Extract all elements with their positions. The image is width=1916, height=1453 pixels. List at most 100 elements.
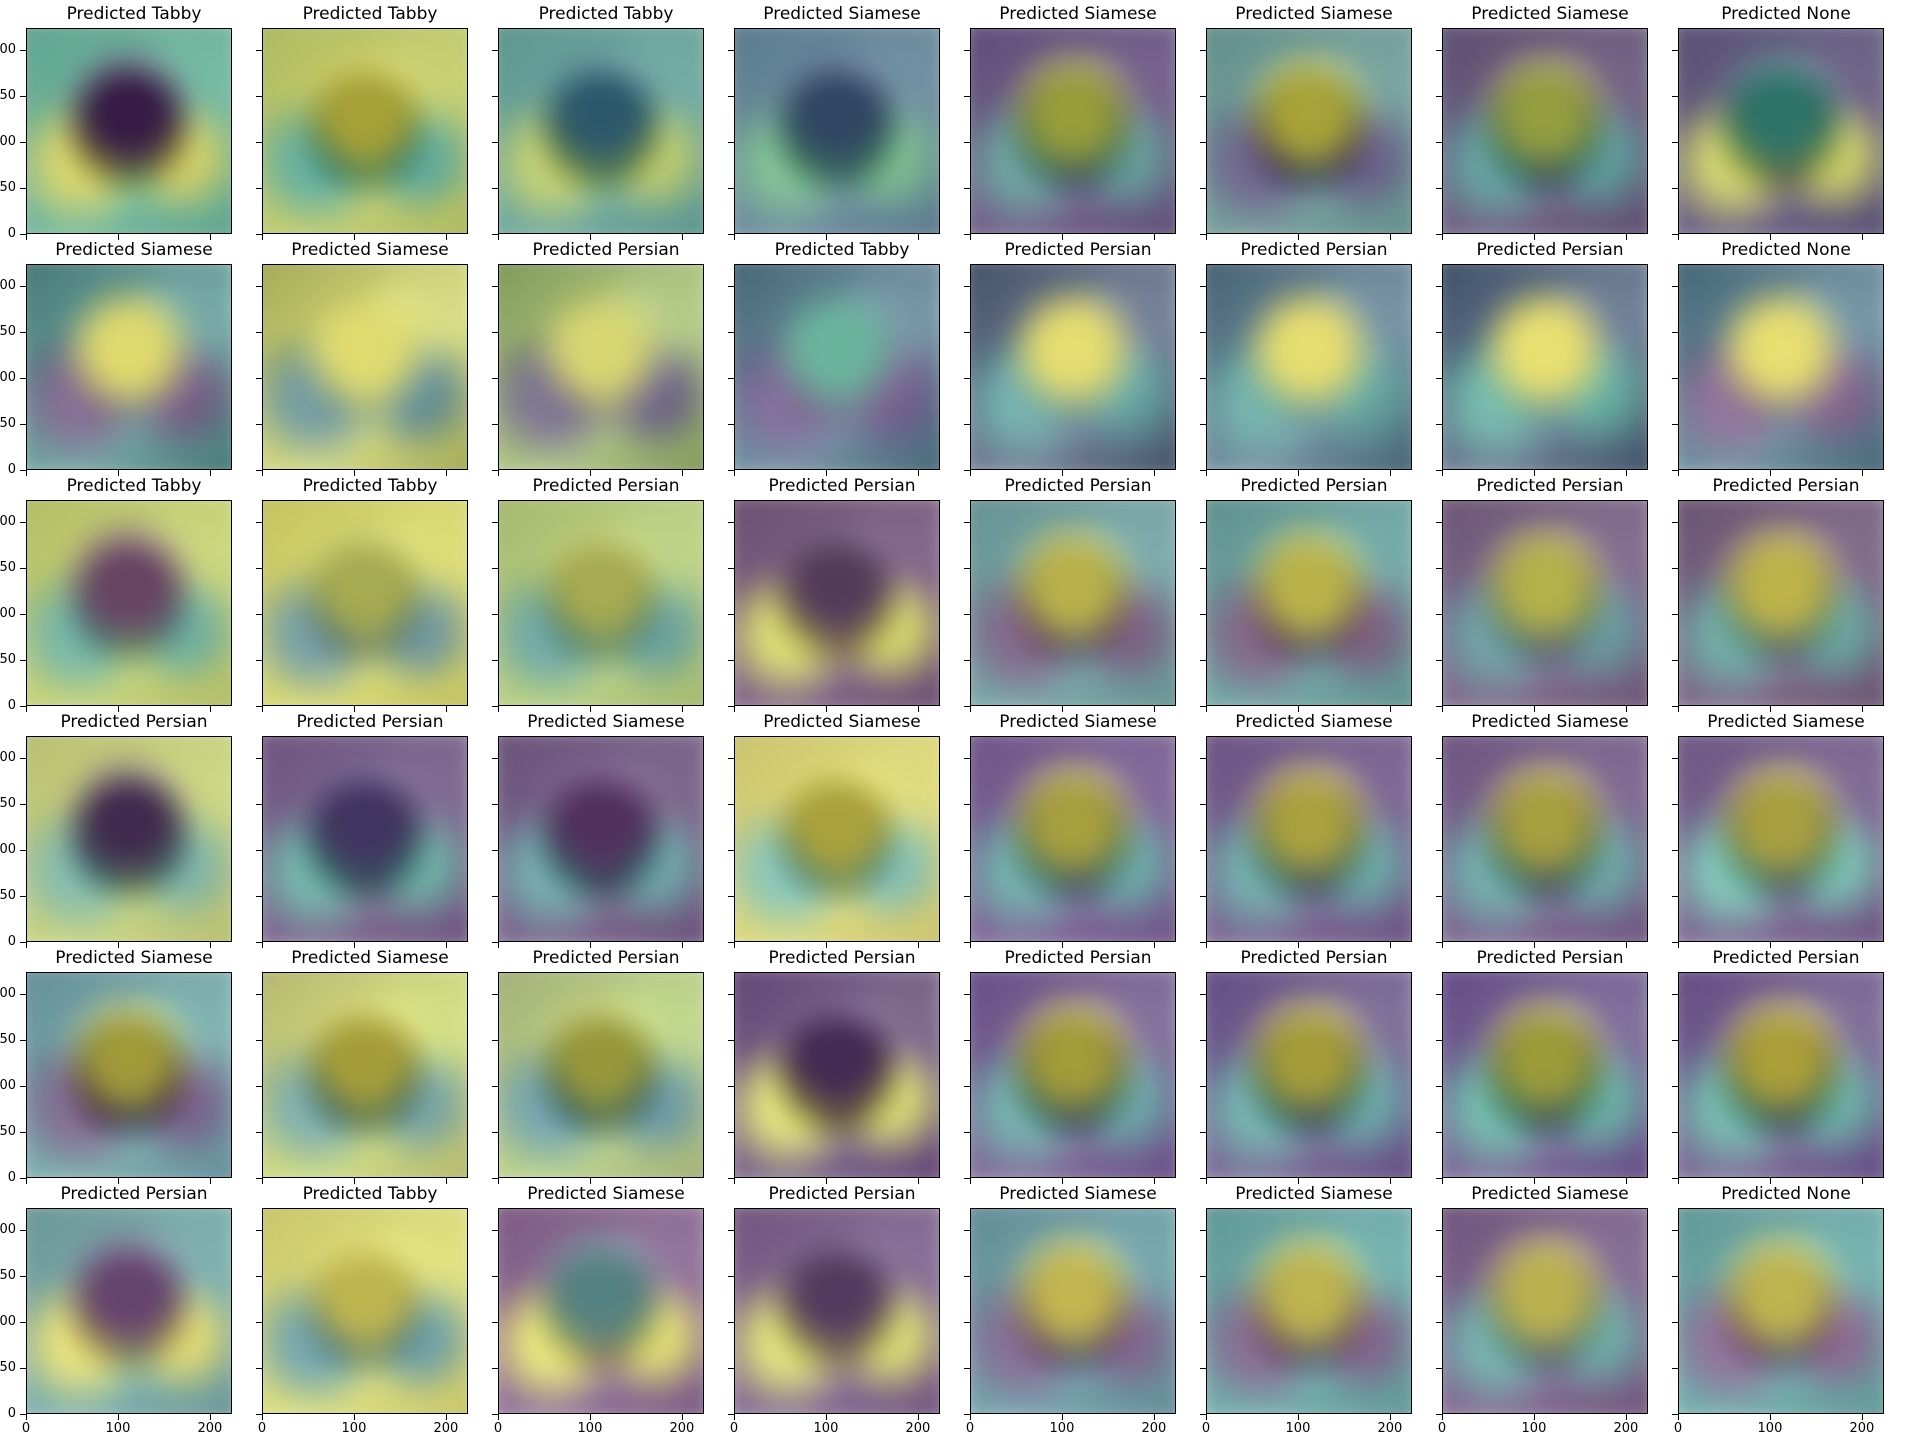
saliency-overlay: [1207, 1209, 1411, 1413]
y-tick: [1200, 142, 1206, 144]
y-tick: [492, 896, 498, 898]
saliency-overlay: [1679, 973, 1883, 1177]
heatmap-image: [1678, 1208, 1884, 1414]
x-tick: [917, 470, 919, 476]
x-tick: [1297, 234, 1299, 240]
y-tick: [1672, 568, 1678, 570]
x-tick: [1061, 470, 1063, 476]
x-tick: [353, 1414, 355, 1420]
panel-title: Predicted Persian: [1476, 240, 1624, 260]
x-tick: [209, 234, 211, 240]
y-tick: [20, 1368, 26, 1370]
saliency-overlay: [499, 29, 703, 233]
y-tick: [1436, 1322, 1442, 1324]
y-tick: [256, 142, 262, 144]
y-tick: [1436, 804, 1442, 806]
y-tick: [492, 424, 498, 426]
y-tick: [1200, 234, 1206, 235]
x-tick: [1442, 1414, 1443, 1420]
x-tick: [681, 942, 683, 948]
heatmap-image: [1206, 264, 1412, 470]
y-tick: [492, 1322, 498, 1324]
saliency-overlay: [1679, 1209, 1883, 1413]
y-tick: [492, 614, 498, 616]
panel-title: Predicted Siamese: [999, 4, 1157, 24]
panel-title: Predicted Persian: [532, 948, 680, 968]
x-tick: [917, 1178, 919, 1184]
heatmap-image: [262, 264, 468, 470]
x-tick: [589, 1178, 591, 1184]
x-tick-label: 100: [577, 1421, 603, 1436]
y-tick: [1200, 850, 1206, 852]
x-tick: [498, 1414, 499, 1420]
y-tick: [1436, 378, 1442, 380]
heatmap-image: [1442, 264, 1648, 470]
x-tick: [734, 1178, 735, 1184]
x-tick: [970, 1414, 971, 1420]
y-tick: [256, 1368, 262, 1370]
y-tick: [1200, 286, 1206, 288]
panel-r2-c6: Predicted Persian: [1196, 240, 1432, 476]
x-tick-label: 200: [1377, 1421, 1403, 1436]
saliency-overlay: [971, 1209, 1175, 1413]
panel-title: Predicted Tabby: [66, 4, 202, 24]
x-tick: [1533, 470, 1535, 476]
y-tick: [20, 660, 26, 662]
y-tick: [1200, 1414, 1206, 1415]
x-tick: [1442, 1178, 1443, 1184]
y-tick: [20, 1132, 26, 1134]
y-tick: [492, 470, 498, 471]
y-tick: [1436, 142, 1442, 144]
x-tick: [1153, 1178, 1155, 1184]
x-tick: [1769, 942, 1771, 948]
y-tick: [964, 234, 970, 235]
panel-title: Predicted Siamese: [527, 1184, 685, 1204]
y-tick: [1200, 378, 1206, 380]
x-tick-label: 200: [1849, 1421, 1875, 1436]
panel-title: Predicted Siamese: [999, 712, 1157, 732]
saliency-overlay: [971, 265, 1175, 469]
y-tick: [1436, 758, 1442, 760]
heatmap-image: [26, 500, 232, 706]
y-tick-label: 100: [0, 370, 16, 386]
heatmap-image: [262, 28, 468, 234]
y-tick: [492, 286, 498, 288]
heatmap-image: [26, 972, 232, 1178]
heatmap-image: [970, 500, 1176, 706]
y-tick-label: 0: [7, 226, 16, 241]
y-tick: [256, 994, 262, 996]
x-tick: [1625, 234, 1627, 240]
y-tick: [1200, 568, 1206, 570]
y-tick: [1436, 706, 1442, 707]
x-tick: [1389, 1178, 1391, 1184]
heatmap-image: [1442, 972, 1648, 1178]
y-tick: [964, 758, 970, 760]
y-tick: [728, 1132, 734, 1134]
x-tick-label: 100: [105, 1421, 131, 1436]
y-tick: [1672, 286, 1678, 288]
y-tick: [1436, 234, 1442, 235]
y-tick-label: 100: [0, 842, 16, 858]
panel-r3-c6: Predicted Persian: [1196, 476, 1432, 712]
panel-title: Predicted Persian: [60, 1184, 208, 1204]
y-tick: [1436, 568, 1442, 570]
heatmap-image: [1206, 500, 1412, 706]
x-tick: [734, 706, 735, 712]
heatmap-image: [734, 500, 940, 706]
y-tick: [1672, 804, 1678, 806]
panel-r2-c1: Predicted Siamese 0 50 100 150 200: [0, 240, 252, 477]
x-tick: [498, 470, 499, 476]
x-tick: [1861, 1178, 1863, 1184]
y-tick-label: 50: [0, 180, 16, 196]
y-tick: [1672, 96, 1678, 98]
y-tick: [1200, 522, 1206, 524]
panel-title: Predicted Siamese: [55, 948, 213, 968]
x-tick: [1678, 234, 1679, 240]
x-tick: [117, 470, 119, 476]
panel-title: Predicted Persian: [1004, 240, 1152, 260]
y-tick: [1436, 188, 1442, 190]
y-tick: [20, 1414, 26, 1415]
y-tick: [1436, 1276, 1442, 1278]
panel-title: Predicted Persian: [768, 476, 916, 496]
panel-title: Predicted Siamese: [1235, 712, 1393, 732]
